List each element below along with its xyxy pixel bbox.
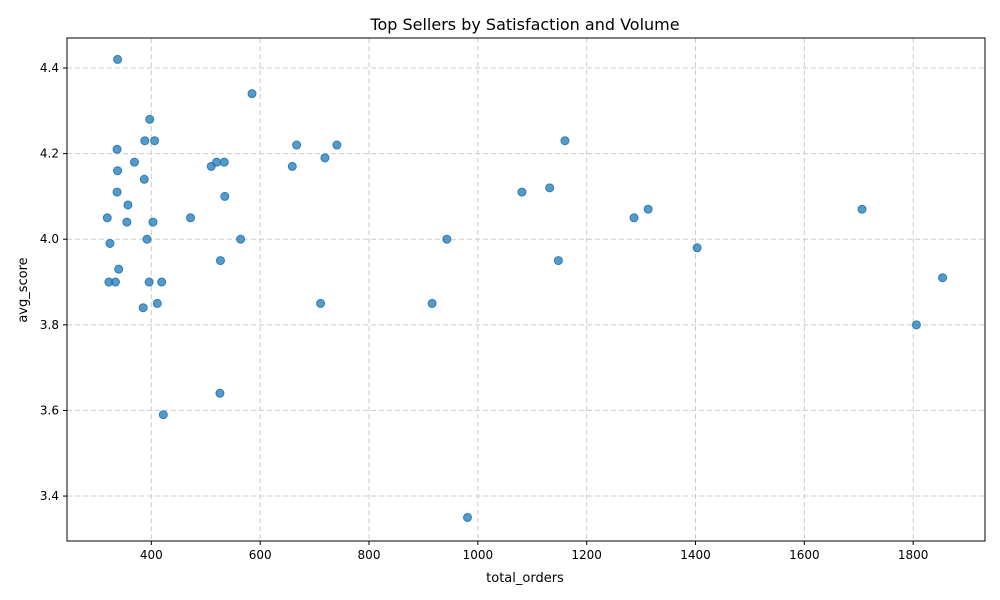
data-point — [158, 410, 168, 420]
x-tick-label: 1600 — [789, 548, 820, 562]
data-point — [150, 136, 160, 146]
y-tick-label: 3.4 — [40, 489, 59, 503]
x-tick-label: 800 — [358, 548, 381, 562]
data-point — [114, 264, 124, 274]
data-point — [102, 213, 112, 223]
data-point — [643, 204, 653, 214]
data-point — [320, 153, 330, 163]
data-points — [102, 54, 948, 522]
y-tick-label: 4.2 — [40, 147, 59, 161]
data-point — [220, 191, 230, 201]
data-point — [215, 388, 225, 398]
x-tick-label: 1000 — [463, 548, 494, 562]
data-point — [219, 157, 229, 167]
data-point — [186, 213, 196, 223]
data-point — [148, 217, 158, 227]
data-point — [553, 256, 563, 266]
data-point — [545, 183, 555, 193]
plot-frame — [66, 37, 986, 542]
data-point — [110, 277, 120, 287]
grid-lines — [67, 38, 985, 541]
x-tick-label: 1800 — [898, 548, 929, 562]
data-point — [157, 277, 167, 287]
data-point — [142, 234, 152, 244]
data-point — [427, 298, 437, 308]
y-axis-label: avg_score — [16, 257, 31, 322]
x-tick-label: 1200 — [571, 548, 602, 562]
data-point — [857, 204, 867, 214]
data-point — [152, 298, 162, 308]
data-point — [139, 174, 149, 184]
y-tick-label: 4.4 — [40, 61, 59, 75]
y-tick-label: 3.6 — [40, 403, 59, 417]
data-point — [463, 512, 473, 522]
data-point — [442, 234, 452, 244]
chart-title: Top Sellers by Satisfaction and Volume — [369, 15, 679, 34]
data-point — [140, 136, 150, 146]
data-point — [113, 166, 123, 176]
data-point — [113, 54, 123, 64]
data-point — [911, 320, 921, 330]
data-point — [129, 157, 139, 167]
data-point — [138, 303, 148, 313]
data-point — [123, 200, 133, 210]
data-point — [938, 273, 948, 283]
data-point — [112, 144, 122, 154]
x-tick-label: 1400 — [680, 548, 711, 562]
data-point — [316, 298, 326, 308]
x-tick-label: 600 — [249, 548, 272, 562]
data-point — [247, 89, 257, 99]
data-point — [560, 136, 570, 146]
x-axis-ticks: 400 600 800 1000 1200 1400 1600 1800 — [140, 541, 929, 562]
x-axis-label: total_orders — [486, 571, 564, 586]
data-point — [122, 217, 132, 227]
data-point — [144, 277, 154, 287]
data-point — [692, 243, 702, 253]
data-point — [292, 140, 302, 150]
data-point — [206, 161, 216, 171]
data-point — [332, 140, 342, 150]
data-point — [629, 213, 639, 223]
x-tick-label: 400 — [140, 548, 163, 562]
data-point — [517, 187, 527, 197]
y-tick-label: 3.8 — [40, 318, 59, 332]
data-point — [145, 114, 155, 124]
data-point — [112, 187, 122, 197]
data-point — [236, 234, 246, 244]
data-point — [287, 161, 297, 171]
data-point — [105, 238, 115, 248]
y-axis-ticks: 3.4 3.6 3.8 4.0 4.2 4.4 — [40, 61, 67, 503]
data-point — [215, 256, 225, 266]
y-tick-label: 4.0 — [40, 232, 59, 246]
